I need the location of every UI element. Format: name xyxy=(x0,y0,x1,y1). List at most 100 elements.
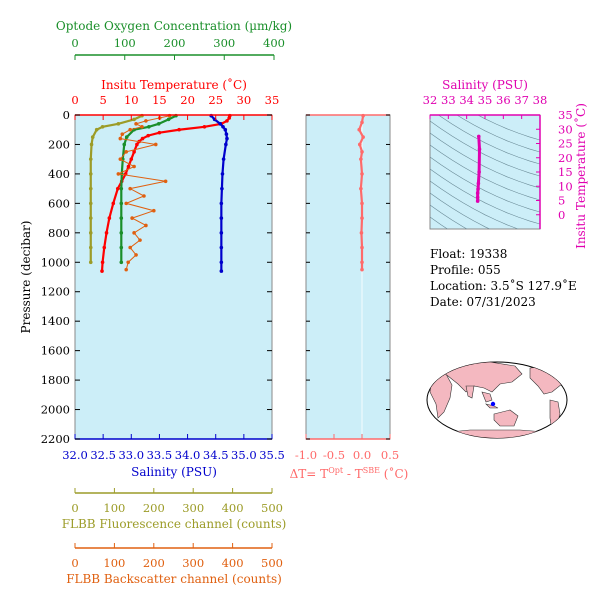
delta-t-data-point xyxy=(357,142,362,147)
float-location-marker xyxy=(490,401,496,407)
oxygen-data-point xyxy=(166,117,171,122)
oxygen-data-point xyxy=(119,245,124,250)
ts-data-point xyxy=(475,199,480,203)
ts-salinity-tick-label: 36 xyxy=(496,93,511,107)
ts-data-point xyxy=(477,147,482,151)
backscatter-axis: FLBB Backscatter channel (counts) 0 100 20… xyxy=(66,543,283,586)
pressure-axis-tick-label: 200 xyxy=(48,137,70,151)
ts-temperature-tick-label: 0 xyxy=(558,208,565,222)
salinity-data-point xyxy=(223,127,228,132)
ts-data-point xyxy=(476,134,481,139)
oxygen-axis-tick-label: 0 xyxy=(71,36,78,50)
salinity-axis-tick-label: 35.5 xyxy=(259,448,285,462)
ts-temperature-tick-label: 20 xyxy=(558,151,573,165)
fluorescence-data-point xyxy=(88,245,93,250)
salinity-data-point xyxy=(220,186,224,191)
oxygen-data-point xyxy=(124,135,129,139)
temperature-data-point xyxy=(157,130,162,135)
delta-t-data-point xyxy=(360,201,364,206)
temperature-axis-title: Insitu Temperature (˚C) xyxy=(101,77,247,92)
ts-salinity-tick-label: 32 xyxy=(423,93,438,107)
ts-contour-line xyxy=(430,192,491,229)
oxygen-data-point xyxy=(119,186,124,191)
fluorescence-axis-tick-label: 300 xyxy=(182,501,204,515)
salinity-axis-tick-label: 33.0 xyxy=(118,448,144,462)
delta-t-axis: -1.0 -0.5 0.0 0.5 xyxy=(295,114,399,462)
fluorescence-data-point xyxy=(88,201,93,206)
backscatter-data-point xyxy=(128,127,132,132)
delta-t-panel: -1.0 -0.5 0.0 0.5 ΔT= TOpt - TSBE (˚C) xyxy=(290,113,408,481)
backscatter-data-point xyxy=(132,164,136,169)
fluorescence-data-point xyxy=(89,142,94,147)
delta-t-data-point xyxy=(360,120,364,125)
temperature-axis-tick-label: 35 xyxy=(265,93,280,107)
main-series-layer xyxy=(88,113,232,273)
delta-t-data-point xyxy=(361,135,365,139)
temperature-axis-tick-label: 30 xyxy=(237,93,252,107)
delta-t-data-point xyxy=(360,245,364,250)
ts-contour-line xyxy=(430,144,540,201)
fluorescence-axis-title: FLBB Fluorescence channel (counts) xyxy=(62,517,287,531)
pressure-axis-tick-label: 1600 xyxy=(41,344,70,358)
ts-salinity-tick-label: 35 xyxy=(478,93,493,107)
backscatter-data-point xyxy=(138,238,142,242)
temperature-data-point xyxy=(132,150,136,154)
backscatter-data-point xyxy=(126,260,130,265)
backscatter-axis-tick-label: 400 xyxy=(222,556,244,570)
fluorescence-axis: FLBB Fluorescence channel (counts) 0 100 2… xyxy=(62,488,287,531)
backscatter-data-point xyxy=(144,119,148,123)
fluorescence-data-point xyxy=(88,157,93,161)
temperature-axis-tick-label: 20 xyxy=(180,93,195,107)
backscatter-data-point xyxy=(153,142,158,147)
salinity-axis-tick-label: 35.0 xyxy=(231,448,257,462)
oxygen-data-point xyxy=(119,216,124,220)
ts-temperature-tick-label: 15 xyxy=(558,165,573,179)
backscatter-data-point xyxy=(128,186,132,191)
temperature-axis-tick-label: 15 xyxy=(152,93,167,107)
pressure-axis-tick-label: 400 xyxy=(48,167,70,181)
delta-t-axis-tick-label: 0.0 xyxy=(353,448,371,462)
delta-t-axis-tick-label: -1.0 xyxy=(295,448,317,462)
temperature-data-point xyxy=(115,186,120,191)
oxygen-data-point xyxy=(147,124,151,129)
main-plot-area xyxy=(74,114,273,440)
delta-t-data-point xyxy=(360,172,364,176)
float-info: Float: 19338 Profile: 055 Location: 3.5˚… xyxy=(430,247,577,309)
temperature-data-point xyxy=(225,119,229,123)
date-text: Date: 07/31/2023 xyxy=(430,295,536,309)
delta-t-data-point xyxy=(360,150,364,154)
ts-contour-line xyxy=(430,204,468,229)
ts-temperature-axis-title: Insitu Temperature (˚C) xyxy=(573,103,588,249)
fluorescence-data-point xyxy=(88,231,93,235)
delta-t-plot-area xyxy=(305,114,391,440)
salinity-axis-tick-label: 34.5 xyxy=(203,448,229,462)
ts-salinity-tick-label: 37 xyxy=(514,93,529,107)
backscatter-data-point xyxy=(142,194,146,198)
salinity-data-point xyxy=(219,245,224,250)
delta-t-data-point xyxy=(359,231,364,235)
oxygen-axis: Optode Oxygen Concentration (µm/kg) 0 100… xyxy=(56,19,292,60)
salinity-data-point xyxy=(219,216,224,220)
pressure-axis-tick-label: 1000 xyxy=(41,255,70,269)
oxygen-data-point xyxy=(119,260,124,265)
delta-t-data-point xyxy=(359,157,363,161)
fluorescence-axis-tick-label: 400 xyxy=(222,501,244,515)
ts-contour-line xyxy=(430,168,540,225)
backscatter-data-point xyxy=(132,231,136,235)
oxygen-data-point xyxy=(119,231,124,235)
delta-t-data-point xyxy=(361,113,365,118)
ts-temperature-tick-label: 25 xyxy=(558,137,573,151)
backscatter-data-point xyxy=(116,172,121,176)
fluorescence-axis-tick-label: 200 xyxy=(143,501,165,515)
ts-data-point xyxy=(476,181,481,186)
backscatter-axis-tick-label: 500 xyxy=(261,556,283,570)
temperature-data-point xyxy=(107,216,112,220)
fluorescence-data-point xyxy=(88,186,93,191)
backscatter-data-point xyxy=(124,150,129,154)
pressure-axis-tick-label: 1800 xyxy=(41,373,70,387)
fluorescence-data-point xyxy=(132,117,136,122)
salinity-data-point xyxy=(219,231,224,235)
pressure-axis-tick-label: 0 xyxy=(63,108,70,122)
